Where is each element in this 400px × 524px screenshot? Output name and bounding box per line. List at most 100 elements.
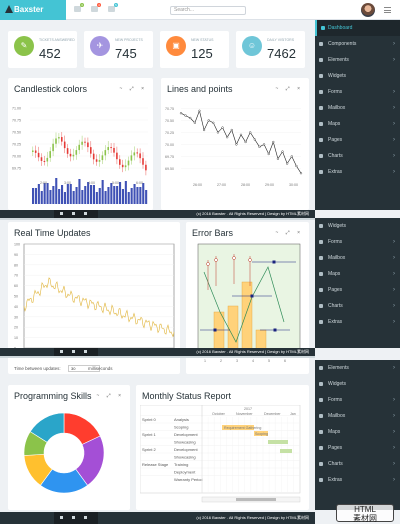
brand-name: Baxster xyxy=(14,5,44,14)
series-point xyxy=(249,131,252,134)
card-tools[interactable]: ~ ⤢ × xyxy=(119,86,147,92)
error-bar-column xyxy=(241,281,253,355)
chevron-icon: › xyxy=(393,271,395,277)
x-tick-label: 6:00 xyxy=(136,181,143,185)
chevron-icon: › xyxy=(393,287,395,293)
x-tick-label: 27:00 xyxy=(217,183,226,187)
lines-points-card: Lines and points ~ ⤢ × 70.75 70.50 70.25 70… xyxy=(161,78,309,210)
monthly-status-card: Monthly Status Report Sprint 0 Analysis Sc… xyxy=(136,385,309,510)
series-point xyxy=(244,140,247,144)
sidebar-item-icon xyxy=(319,414,323,418)
series-point xyxy=(235,143,238,146)
menu-icon[interactable] xyxy=(384,7,391,13)
candle-body xyxy=(110,147,112,149)
y-tick-label: 70.00 xyxy=(12,155,21,159)
sidebar-item-elements[interactable]: Elements › xyxy=(315,52,400,68)
sidebar-item-extras[interactable]: Extras › xyxy=(315,472,400,488)
y-tick-label: 70.50 xyxy=(165,119,174,123)
sidebar-item-widgets[interactable]: Widgets xyxy=(315,376,400,392)
update-interval-label: Time between updates: xyxy=(14,366,61,371)
candle-body xyxy=(69,153,72,157)
update-interval-input[interactable]: 30 xyxy=(68,365,100,372)
sidebar-item-forms[interactable]: Forms › xyxy=(315,392,400,408)
candle-body xyxy=(136,152,138,154)
sidebar-item-pages[interactable]: Pages › xyxy=(315,132,400,148)
sidebar-item-label: Charts xyxy=(328,153,343,159)
sidebar-item-icon xyxy=(319,58,323,62)
sidebar-item-maps[interactable]: Maps › xyxy=(315,424,400,440)
candle-body xyxy=(37,152,40,158)
messages-icon[interactable]: 3 xyxy=(74,3,84,12)
candle-body xyxy=(46,157,49,162)
sidebar-item-extras[interactable]: Extras › xyxy=(315,164,400,180)
y-tick-label: 70.25 xyxy=(165,131,174,135)
sidebar-item-components[interactable]: Components › xyxy=(315,36,400,52)
sidebar-item-maps[interactable]: Maps › xyxy=(315,116,400,132)
data-point xyxy=(250,294,254,298)
series-point xyxy=(299,172,303,175)
sidebar-item-forms[interactable]: Forms › xyxy=(315,84,400,100)
series-point xyxy=(230,128,233,132)
search-input[interactable]: Search... xyxy=(170,6,246,15)
chevron-icon: › xyxy=(393,239,395,245)
sidebar-item-charts[interactable]: Charts › xyxy=(315,298,400,314)
stat-card: ✈ NEW PROJECTS 745 xyxy=(84,31,153,68)
error-bars-chart: 1 2 3 4 5 6 xyxy=(197,243,301,363)
gantt-task-label: Showcasing xyxy=(174,440,196,445)
footer-controls[interactable] xyxy=(54,210,98,218)
candle-body xyxy=(84,141,86,143)
sidebar-item-maps[interactable]: Maps › xyxy=(315,266,400,282)
series-point xyxy=(212,121,215,124)
candle-body xyxy=(81,141,83,145)
sidebar-item-label: Widgets xyxy=(328,223,347,229)
tasks-icon[interactable]: 5 xyxy=(108,3,118,12)
avatar[interactable] xyxy=(361,3,375,17)
candle-body xyxy=(107,147,109,151)
sidebar-item-pages[interactable]: Pages › xyxy=(315,282,400,298)
sidebar-item-label: Charts xyxy=(328,303,343,309)
sidebar-item-widgets[interactable]: Widgets xyxy=(315,68,400,84)
card-title: Real Time Updates xyxy=(14,228,91,238)
sidebar-item-extras[interactable]: Extras › xyxy=(315,314,400,330)
sidebar-item-mailbox[interactable]: Mailbox › xyxy=(315,408,400,424)
candlestick-card: Candlestick colors ~ ⤢ × 71.00 70.75 70.50… xyxy=(8,78,153,210)
series-point xyxy=(276,157,280,160)
footer-controls[interactable] xyxy=(54,348,98,356)
brand-logo[interactable]: Baxster xyxy=(0,0,66,20)
volume-bar xyxy=(32,188,35,204)
card-tools[interactable]: ~ ⤢ × xyxy=(275,86,303,92)
card-tools[interactable]: ~ ⤢ × xyxy=(96,393,124,399)
sidebar-item-widgets[interactable]: Widgets xyxy=(315,218,400,234)
gantt-month-label: December xyxy=(264,412,281,416)
sidebar-item-label: Dashboard xyxy=(328,25,353,31)
sidebar-item-mailbox[interactable]: Mailbox › xyxy=(315,250,400,266)
sidebar-item-charts[interactable]: Charts › xyxy=(315,456,400,472)
volume-bar xyxy=(66,184,69,204)
data-point xyxy=(248,258,252,262)
y-tick-label: 70.75 xyxy=(12,119,21,123)
chevron-icon: › xyxy=(393,397,395,403)
sidebar-item-elements[interactable]: Elements › xyxy=(315,360,400,376)
footer-controls[interactable] xyxy=(54,512,98,524)
sidebar-item-pages[interactable]: Pages › xyxy=(315,440,400,456)
sidebar-item-dashboard[interactable]: Dashboard xyxy=(315,20,400,36)
sidebar-item-icon xyxy=(321,26,325,30)
update-interval-unit: milliseconds xyxy=(88,366,113,371)
sidebar-item-charts[interactable]: Charts › xyxy=(315,148,400,164)
candle-body xyxy=(92,153,95,160)
chevron-icon: › xyxy=(393,365,395,371)
candle-body xyxy=(43,160,46,162)
series-point xyxy=(253,138,256,141)
y-tick-label: 71.00 xyxy=(12,107,21,111)
sidebar-item-forms[interactable]: Forms › xyxy=(315,234,400,250)
notifications-icon[interactable]: 4 xyxy=(91,3,101,12)
volume-bar xyxy=(43,183,46,204)
series-point xyxy=(202,128,206,132)
sidebar-item-mailbox[interactable]: Mailbox › xyxy=(315,100,400,116)
series-point xyxy=(189,116,192,120)
chevron-icon: › xyxy=(393,57,395,63)
sidebar-item-label: Mailbox xyxy=(328,413,346,419)
card-tools[interactable]: ~ ⤢ × xyxy=(275,230,303,236)
chevron-icon: › xyxy=(393,319,395,325)
realtime-chart: 1009080706050403020100 xyxy=(14,243,175,351)
